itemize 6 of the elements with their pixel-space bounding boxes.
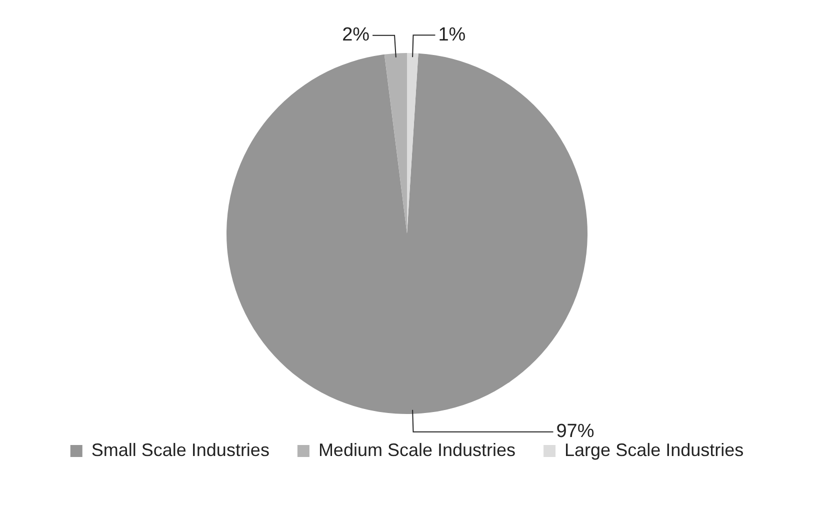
legend-label: Small Scale Industries: [91, 440, 270, 460]
data-label: 2%: [342, 24, 370, 46]
legend-label: Medium Scale Industries: [318, 440, 516, 460]
data-label: 1%: [438, 24, 466, 46]
data-label: 97%: [556, 421, 594, 442]
legend-label: Large Scale Industries: [564, 440, 744, 460]
